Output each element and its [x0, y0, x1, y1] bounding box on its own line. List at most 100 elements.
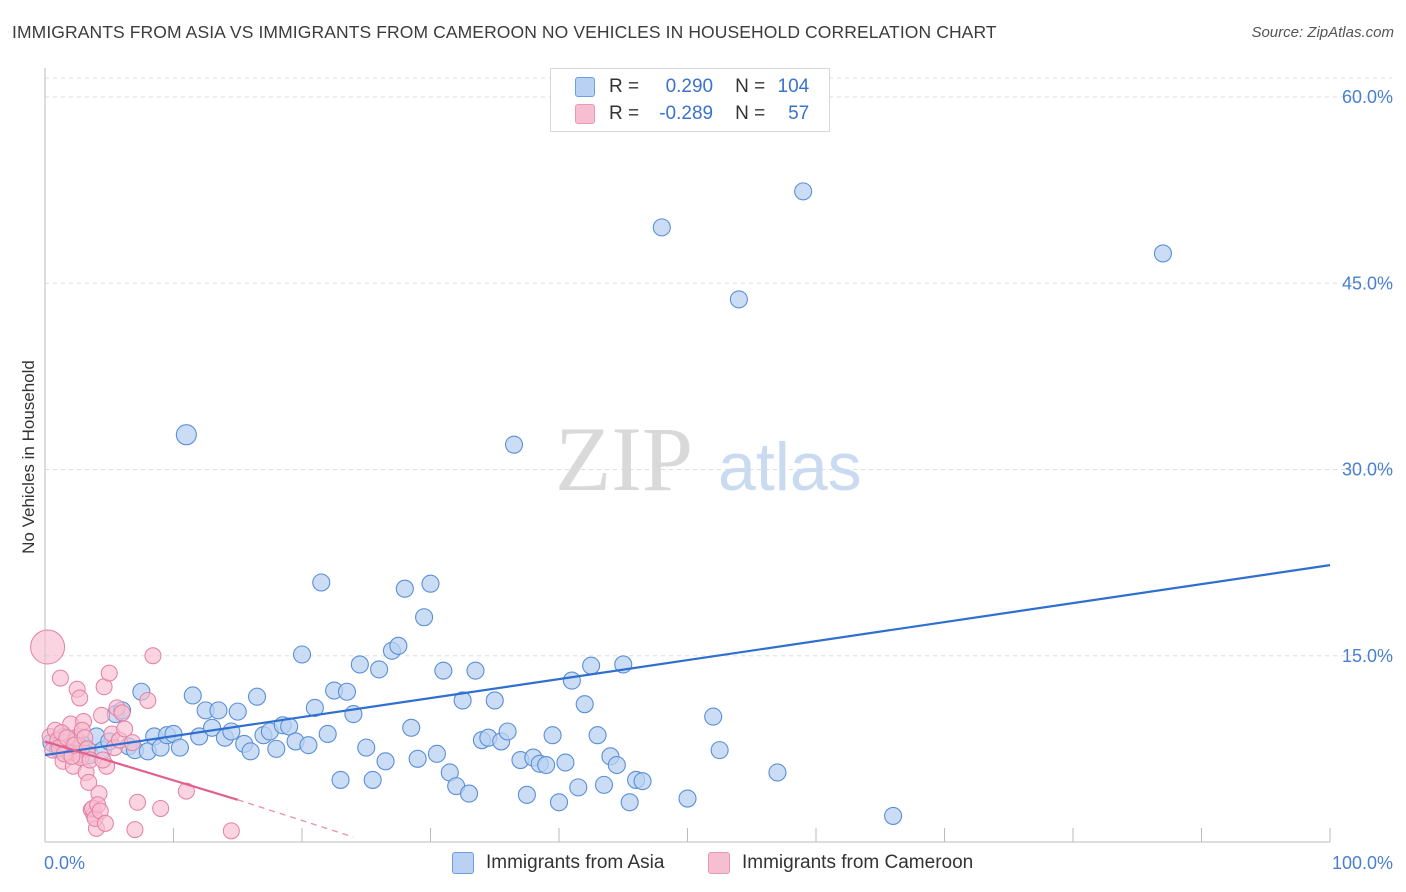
- legend-asia-swatch: [452, 852, 474, 874]
- cameroon-point: [139, 691, 157, 709]
- asia-point: [247, 687, 267, 706]
- asia-point: [588, 726, 607, 745]
- asia-point: [421, 574, 440, 593]
- cameroon-point: [222, 822, 240, 840]
- asia-point: [498, 722, 517, 741]
- y-tick-label: 60.0%: [1342, 87, 1393, 107]
- asia-point: [517, 785, 536, 804]
- cameroon-n-value: 57: [788, 103, 810, 124]
- asia-point: [794, 182, 813, 201]
- gridlines: [45, 77, 1392, 657]
- asia-point: [575, 695, 594, 714]
- legend-cameroon-label: Immigrants from Cameroon: [742, 852, 974, 873]
- r-label: R =: [609, 103, 640, 124]
- asia-point: [209, 701, 228, 720]
- legend-item-asia: Immigrants from Asia: [452, 852, 664, 874]
- y-tick-label: 15.0%: [1342, 646, 1393, 666]
- asia-point: [710, 741, 729, 760]
- watermark-zip: ZIP: [555, 408, 693, 510]
- asia-point: [228, 702, 247, 721]
- asia-point: [175, 424, 197, 446]
- asia-point: [357, 738, 376, 757]
- asia-point: [312, 573, 331, 592]
- y-tick-label: 45.0%: [1342, 273, 1393, 293]
- correlation-legend: R = 0.290 N = 104 R = -0.289 N = 57: [550, 68, 830, 132]
- asia-point: [267, 739, 286, 758]
- n-label: N =: [735, 103, 766, 124]
- legend-row-cameroon: R = -0.289 N = 57: [575, 101, 809, 127]
- asia-point: [389, 636, 408, 655]
- asia-point: [292, 645, 312, 664]
- asia-point: [485, 691, 504, 710]
- asia-point: [363, 770, 382, 789]
- asia-point: [884, 806, 903, 825]
- cameroon-point: [93, 706, 111, 724]
- legend-asia-label: Immigrants from Asia: [486, 852, 665, 873]
- asia-point: [337, 682, 357, 701]
- y-tick-labels: 15.0% 30.0% 45.0% 60.0%: [1342, 87, 1393, 666]
- y-tick-label: 30.0%: [1342, 460, 1393, 480]
- cameroon-r-value: -0.289: [659, 103, 714, 124]
- asia-point: [376, 752, 395, 771]
- asia-point: [350, 655, 369, 674]
- asia-point: [434, 661, 453, 680]
- asia-point: [427, 744, 446, 763]
- asia-point: [562, 671, 581, 690]
- cameroon-point: [71, 689, 89, 707]
- asia-trend-line: [44, 564, 1331, 757]
- cameroon-point: [30, 629, 66, 665]
- legend-row-asia: R = 0.290 N = 104: [575, 74, 809, 100]
- asia-point: [408, 749, 427, 768]
- cameroon-point: [96, 814, 114, 832]
- asia-point: [1153, 244, 1172, 263]
- chart-title: IMMIGRANTS FROM ASIA VS IMMIGRANTS FROM …: [12, 22, 997, 42]
- watermark-atlas: atlas: [718, 429, 862, 505]
- asia-point: [305, 698, 324, 717]
- cameroon-point: [116, 720, 134, 738]
- asia-point: [594, 775, 614, 794]
- asia-n-value: 104: [777, 76, 810, 97]
- source-credit: Source: ZipAtlas.com: [1251, 24, 1394, 41]
- asia-point: [395, 579, 414, 598]
- asia-point: [459, 784, 479, 803]
- x-tick-label: 100.0%: [1332, 853, 1393, 873]
- trend-lines: [44, 564, 1331, 838]
- asia-point: [170, 738, 189, 757]
- asia-swatch: [575, 77, 595, 97]
- cameroon-point: [100, 664, 118, 682]
- cameroon-trend-extension: [237, 799, 354, 838]
- cameroon-point: [113, 704, 131, 722]
- asia-point: [607, 755, 626, 775]
- y-axis-title: No Vehicles in Household: [19, 360, 38, 554]
- asia-point: [504, 435, 524, 454]
- legend-item-cameroon: Immigrants from Cameroon: [708, 852, 973, 874]
- asia-point: [402, 718, 421, 737]
- asia-point: [729, 290, 748, 309]
- series-cameroon-points: [30, 629, 240, 840]
- asia-point: [183, 686, 202, 705]
- cameroon-point: [129, 793, 147, 811]
- n-label: N =: [735, 76, 766, 97]
- asia-point: [331, 770, 350, 789]
- cameroon-point: [126, 821, 144, 839]
- asia-point: [537, 755, 556, 775]
- asia-point: [582, 656, 601, 675]
- r-label: R =: [609, 76, 640, 97]
- cameroon-point: [80, 773, 98, 791]
- asia-r-value: 0.290: [665, 76, 714, 97]
- cameroon-trend-line: [44, 740, 239, 801]
- asia-point: [678, 789, 697, 808]
- cameroon-point: [144, 647, 162, 665]
- asia-point: [652, 218, 671, 237]
- asia-point: [299, 736, 318, 755]
- asia-point: [633, 772, 652, 791]
- axes: [44, 68, 1331, 843]
- cameroon-point: [152, 799, 170, 817]
- asia-point: [453, 691, 472, 710]
- asia-point: [556, 753, 575, 772]
- asia-point: [543, 726, 562, 745]
- asia-point: [241, 742, 260, 761]
- asia-point: [768, 763, 787, 782]
- asia-point: [620, 793, 639, 812]
